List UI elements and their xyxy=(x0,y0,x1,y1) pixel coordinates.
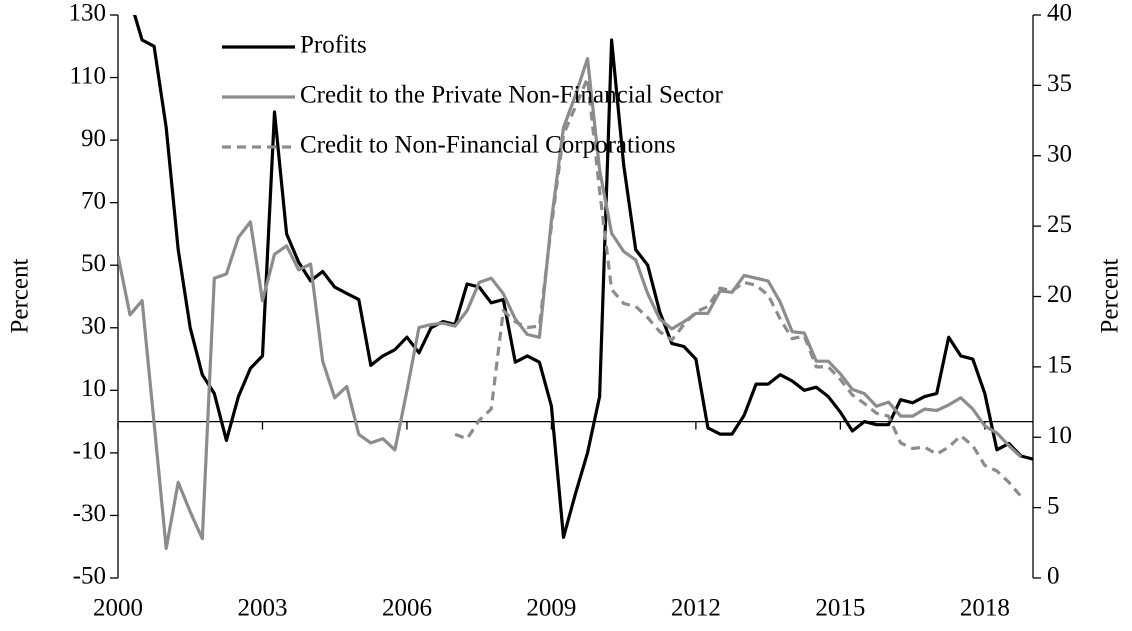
y-tick-label: 90 xyxy=(81,125,106,152)
y2-tick-label: 20 xyxy=(1047,281,1072,308)
series-line xyxy=(132,15,1033,539)
y-tick-label: -30 xyxy=(73,500,106,527)
y-tick-label: -50 xyxy=(73,563,106,590)
x-tick-label: 2006 xyxy=(382,595,432,622)
y2-tick-label: 15 xyxy=(1047,352,1072,379)
legend-label: Profits xyxy=(300,32,367,59)
y-axis-label: Percent xyxy=(7,258,34,333)
y-tick-label: 10 xyxy=(81,375,106,402)
y-tick-label: 50 xyxy=(81,250,106,277)
y2-tick-label: 35 xyxy=(1047,70,1072,97)
x-tick-label: 2000 xyxy=(93,595,143,622)
x-tick-label: 2012 xyxy=(671,595,721,622)
y2-tick-label: 30 xyxy=(1047,140,1072,167)
x-tick-label: 2009 xyxy=(526,595,576,622)
y2-tick-label: 5 xyxy=(1047,492,1060,519)
y-tick-label: 70 xyxy=(81,187,106,214)
y2-tick-label: 0 xyxy=(1047,563,1060,590)
y2-tick-label: 10 xyxy=(1047,422,1072,449)
y2-tick-label: 40 xyxy=(1047,0,1072,27)
y2-tick-label: 25 xyxy=(1047,211,1072,238)
x-tick-label: 2015 xyxy=(815,595,865,622)
plot-area xyxy=(118,15,1033,550)
x-tick-label: 2003 xyxy=(237,595,287,622)
series-line xyxy=(454,76,1023,498)
y-tick-label: -10 xyxy=(73,438,106,465)
y2-axis-label: Percent xyxy=(1097,258,1124,333)
series-line xyxy=(118,57,1023,550)
x-tick-label: 2018 xyxy=(960,595,1010,622)
legend-label: Credit to Non-Financial Corporations xyxy=(300,132,676,159)
y-tick-label: 110 xyxy=(69,62,106,89)
legend-label: Credit to the Private Non-Financial Sect… xyxy=(300,82,723,109)
y-tick-label: 130 xyxy=(69,0,107,27)
y-tick-label: 30 xyxy=(81,313,106,340)
